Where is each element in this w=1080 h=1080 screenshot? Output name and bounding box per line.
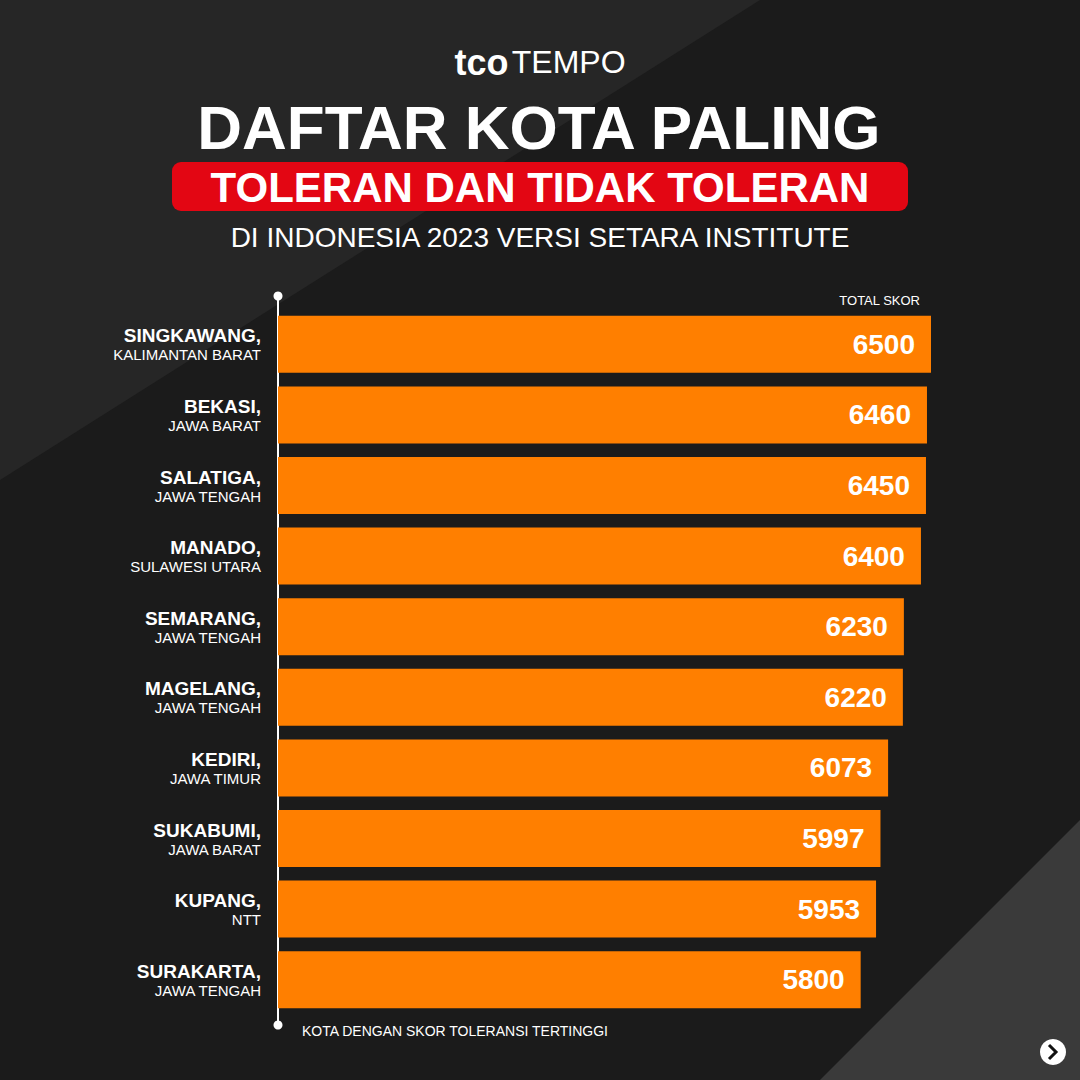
svg-text:tco: tco <box>454 42 508 83</box>
svg-text:SALATIGA,: SALATIGA, <box>160 467 261 488</box>
svg-text:JAWA TENGAH: JAWA TENGAH <box>155 699 261 716</box>
svg-text:KOTA DENGAN SKOR TOLERANSI TER: KOTA DENGAN SKOR TOLERANSI TERTINGGI <box>302 1023 608 1039</box>
svg-text:JAWA TENGAH: JAWA TENGAH <box>155 488 261 505</box>
svg-text:6220: 6220 <box>825 682 887 713</box>
svg-text:SEMARANG,: SEMARANG, <box>145 608 261 629</box>
svg-text:6500: 6500 <box>853 329 915 360</box>
svg-text:MANADO,: MANADO, <box>170 537 261 558</box>
svg-text:TEMPO: TEMPO <box>512 44 626 80</box>
svg-text:DAFTAR KOTA PALING: DAFTAR KOTA PALING <box>197 93 880 162</box>
svg-text:6230: 6230 <box>826 611 888 642</box>
svg-text:SULAWESI UTARA: SULAWESI UTARA <box>130 558 261 575</box>
svg-text:JAWA TENGAH: JAWA TENGAH <box>155 982 261 999</box>
svg-text:SINGKAWANG,: SINGKAWANG, <box>124 325 261 346</box>
svg-text:JAWA TIMUR: JAWA TIMUR <box>170 770 261 787</box>
svg-text:5800: 5800 <box>782 964 844 995</box>
svg-text:TOTAL SKOR: TOTAL SKOR <box>839 293 920 308</box>
svg-text:5953: 5953 <box>798 894 860 925</box>
svg-text:SURAKARTA,: SURAKARTA, <box>137 961 261 982</box>
svg-text:JAWA TENGAH: JAWA TENGAH <box>155 629 261 646</box>
svg-text:MAGELANG,: MAGELANG, <box>145 678 261 699</box>
svg-text:BEKASI,: BEKASI, <box>184 396 261 417</box>
svg-text:6450: 6450 <box>848 470 910 501</box>
svg-text:KUPANG,: KUPANG, <box>175 890 261 911</box>
svg-text:NTT: NTT <box>232 911 261 928</box>
svg-text:KALIMANTAN BARAT: KALIMANTAN BARAT <box>113 346 261 363</box>
svg-text:6400: 6400 <box>843 541 905 572</box>
svg-text:5997: 5997 <box>802 823 864 854</box>
svg-text:DI INDONESIA 2023 VERSI SETARA: DI INDONESIA 2023 VERSI SETARA INSTITUTE <box>231 222 850 253</box>
svg-text:TOLERAN DAN TIDAK TOLERAN: TOLERAN DAN TIDAK TOLERAN <box>211 164 870 211</box>
svg-text:KEDIRI,: KEDIRI, <box>191 749 261 770</box>
svg-text:JAWA BARAT: JAWA BARAT <box>168 417 261 434</box>
svg-text:6460: 6460 <box>849 399 911 430</box>
svg-text:JAWA BARAT: JAWA BARAT <box>168 841 261 858</box>
svg-text:6073: 6073 <box>810 752 872 783</box>
svg-text:SUKABUMI,: SUKABUMI, <box>153 820 261 841</box>
